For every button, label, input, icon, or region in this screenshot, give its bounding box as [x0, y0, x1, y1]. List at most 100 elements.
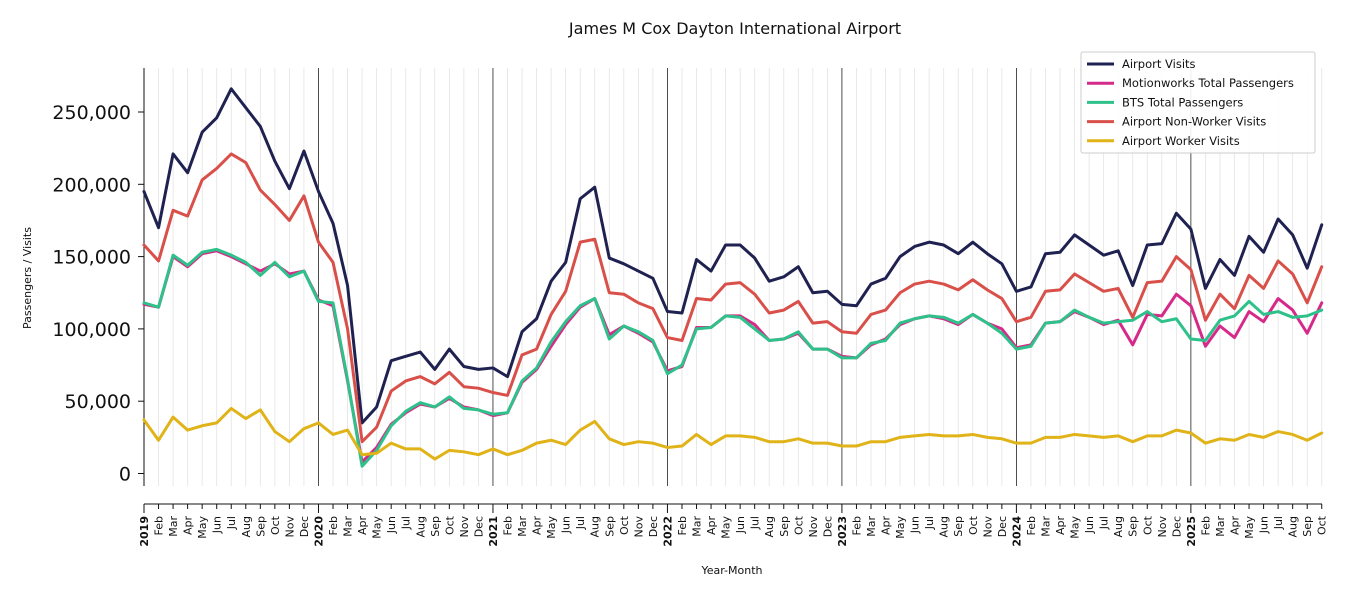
- x-tick-label: Jun: [909, 516, 922, 534]
- y-tick-label: 50,000: [65, 391, 131, 413]
- x-tick-label: May: [371, 516, 384, 539]
- x-tick-label: Mar: [1214, 516, 1227, 537]
- x-tick-label: Nov: [283, 516, 296, 538]
- x-tick-label: 2019: [138, 516, 151, 547]
- x-tick-label: Jun: [560, 516, 573, 534]
- x-tick-label: Jun: [385, 516, 398, 534]
- x-tick-label: Aug: [1287, 516, 1300, 537]
- x-tick-label: Jul: [574, 516, 587, 530]
- legend-label: Airport Worker Visits: [1122, 134, 1240, 148]
- x-tick-label: Apr: [1054, 516, 1067, 536]
- x-tick-label: Dec: [472, 516, 485, 537]
- y-tick-label: 150,000: [52, 247, 131, 269]
- x-tick-label: May: [196, 516, 209, 539]
- x-tick-label: Feb: [502, 516, 515, 535]
- series-line-bts-total-passengers: [142, 247, 1324, 468]
- x-tick-label: Mar: [516, 516, 529, 537]
- legend-label: Motionworks Total Passengers: [1122, 76, 1294, 90]
- legend-box: [1080, 51, 1316, 154]
- x-tick-label: Sep: [1127, 516, 1140, 537]
- x-tick-label: Oct: [792, 515, 805, 535]
- y-tick-label: 250,000: [52, 102, 131, 124]
- legend-label: Airport Visits: [1122, 57, 1196, 71]
- x-tick-label: Feb: [327, 516, 340, 535]
- y-tick-label: 200,000: [52, 174, 131, 196]
- x-tick-label: Mar: [691, 516, 704, 537]
- x-tick-label: Dec: [996, 516, 1009, 537]
- x-tick-label: Nov: [458, 516, 471, 538]
- x-axis-label: Year-Month: [700, 564, 762, 577]
- x-tick-label: Apr: [880, 516, 893, 536]
- x-tick-label: Aug: [589, 516, 602, 537]
- x-tick-label: Jul: [1098, 516, 1111, 530]
- x-tick-label: 2020: [312, 516, 325, 547]
- x-tick-label: Dec: [647, 516, 660, 537]
- x-tick-label: 2022: [661, 516, 674, 547]
- x-tick-label: Jun: [1083, 516, 1096, 534]
- y-tick-label: 0: [119, 464, 131, 486]
- x-tick-label: Aug: [1112, 516, 1125, 537]
- x-tick-label: Jun: [1258, 516, 1271, 534]
- legend: Airport Visits Motionworks Total Passenge…: [1080, 51, 1316, 154]
- y-axis-label: Passengers / Visits: [21, 227, 34, 329]
- x-tick-label: Nov: [1156, 516, 1169, 538]
- x-tick-label: Sep: [254, 516, 267, 537]
- x-axis: 2019 Feb Mar Apr May Jun Jul Aug Sep Oct Nov Dec 202…: [138, 503, 1329, 547]
- x-tick-label: May: [1069, 516, 1082, 539]
- x-tick-label: Feb: [850, 516, 863, 535]
- x-tick-label: Aug: [414, 516, 427, 537]
- y-tick-label: 100,000: [52, 319, 131, 341]
- x-tick-label: Jul: [749, 516, 762, 530]
- x-tick-label: Oct: [269, 515, 282, 535]
- x-tick-label: Jul: [923, 516, 936, 530]
- x-tick-label: May: [545, 516, 558, 539]
- x-tick-label: 2025: [1185, 516, 1198, 547]
- x-tick-label: Nov: [981, 516, 994, 538]
- x-tick-label: Apr: [356, 516, 369, 536]
- x-tick-label: Mar: [167, 516, 180, 537]
- x-tick-label: Oct: [967, 515, 980, 535]
- x-tick-label: Mar: [1039, 516, 1052, 537]
- x-tick-label: Oct: [443, 515, 456, 535]
- y-axis: 0 50,000 100,000 150,000 200,000 250,000: [52, 68, 145, 486]
- x-tick-label: Nov: [807, 516, 820, 538]
- x-tick-label: Jul: [225, 516, 238, 530]
- x-tick-label: Apr: [1229, 516, 1242, 536]
- x-tick-label: 2023: [836, 516, 849, 547]
- x-tick-label: Sep: [429, 516, 442, 537]
- x-tick-label: May: [894, 516, 907, 539]
- x-tick-label: Apr: [182, 516, 195, 536]
- x-tick-label: Aug: [763, 516, 776, 537]
- series-lines: [142, 87, 1324, 468]
- x-tick-label: Dec: [1170, 516, 1183, 537]
- x-tick-label: 2021: [487, 516, 500, 547]
- x-tick-label: Jul: [1272, 516, 1285, 530]
- chart-title: James M Cox Dayton International Airport: [568, 19, 901, 38]
- x-tick-label: Jul: [400, 516, 413, 530]
- x-tick-label: May: [1243, 516, 1256, 539]
- x-tick-label: Sep: [778, 516, 791, 537]
- x-tick-label: Mar: [865, 516, 878, 537]
- x-tick-label: Sep: [1301, 516, 1314, 537]
- x-tick-label: Oct: [1141, 515, 1154, 535]
- x-tick-label: Oct: [1316, 515, 1329, 535]
- series-line-airport-worker-visits: [142, 406, 1324, 461]
- legend-label: Airport Non-Worker Visits: [1122, 115, 1266, 129]
- x-tick-label: Apr: [531, 516, 544, 536]
- x-tick-label: Oct: [618, 515, 631, 535]
- x-tick-label: May: [720, 516, 733, 539]
- x-tick-label: Dec: [821, 516, 834, 537]
- x-tick-label: Apr: [705, 516, 718, 536]
- x-tick-label: Feb: [153, 516, 166, 535]
- x-tick-label: Feb: [1025, 516, 1038, 535]
- x-tick-label: Dec: [298, 516, 311, 537]
- x-tick-label: Nov: [632, 516, 645, 538]
- x-tick-label: Jun: [211, 516, 224, 534]
- x-tick-label: Feb: [1199, 516, 1212, 535]
- x-tick-label: Sep: [952, 516, 965, 537]
- x-tick-label: Sep: [603, 516, 616, 537]
- series-line-airport-non-worker-visits: [142, 152, 1324, 444]
- x-tick-label: Mar: [342, 516, 355, 537]
- x-tick-label: Aug: [938, 516, 951, 537]
